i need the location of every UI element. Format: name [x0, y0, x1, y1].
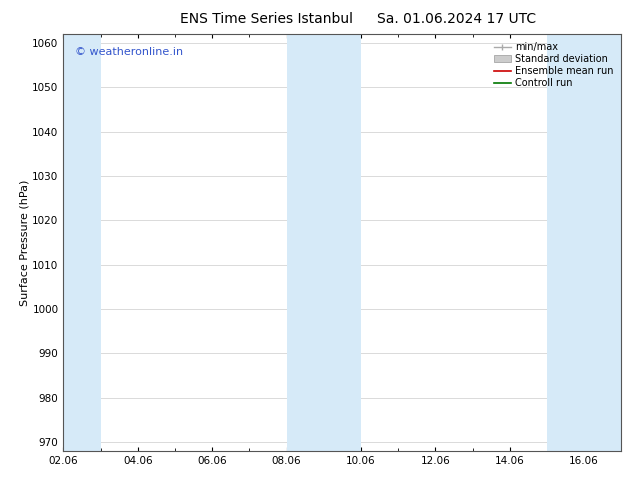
Bar — [287, 34, 361, 451]
Bar — [63, 34, 101, 451]
Text: © weatheronline.in: © weatheronline.in — [75, 47, 183, 57]
Legend: min/max, Standard deviation, Ensemble mean run, Controll run: min/max, Standard deviation, Ensemble me… — [491, 39, 616, 91]
Y-axis label: Surface Pressure (hPa): Surface Pressure (hPa) — [20, 179, 30, 306]
Text: Sa. 01.06.2024 17 UTC: Sa. 01.06.2024 17 UTC — [377, 12, 536, 26]
Bar — [547, 34, 621, 451]
Text: ENS Time Series Istanbul: ENS Time Series Istanbul — [180, 12, 353, 26]
